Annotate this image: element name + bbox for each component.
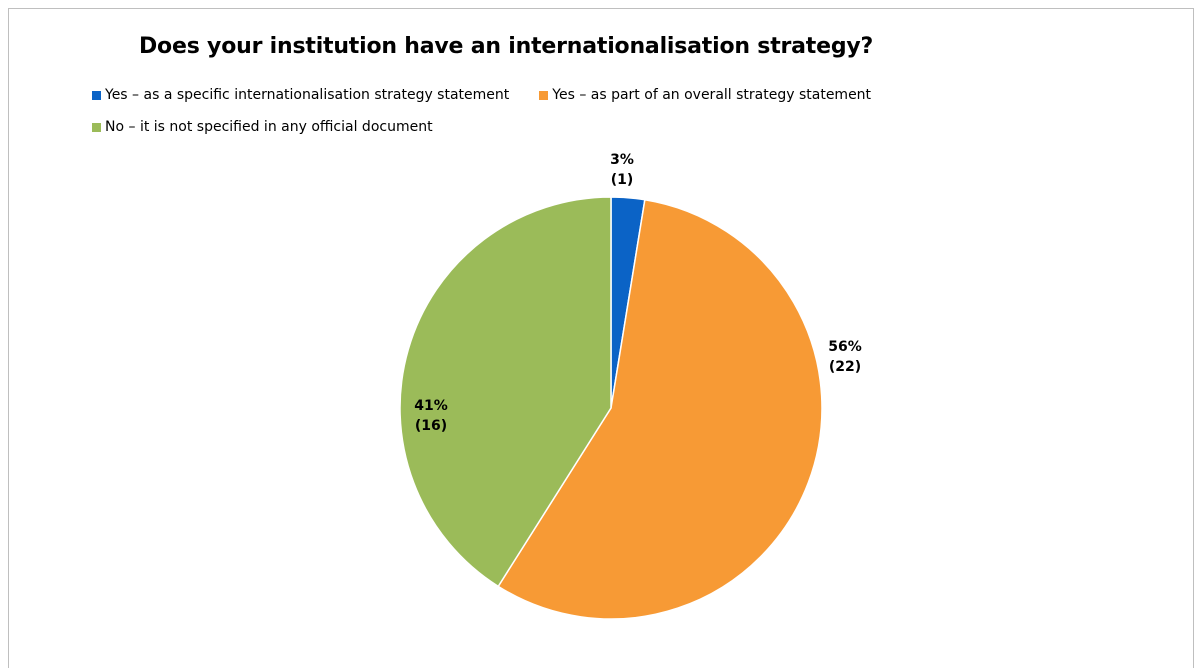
legend-row-1: Yes – as a specific internationalisation…	[92, 87, 901, 103]
data-label-none-percent: 41%	[414, 398, 448, 414]
data-label-specific-percent: 3%	[610, 152, 634, 168]
data-label-none-count: (16)	[414, 418, 448, 434]
legend-entry-overall: Yes – as part of an overall strategy sta…	[539, 87, 871, 103]
legend-label-none: No – it is not specified in any official…	[105, 119, 433, 135]
data-label-overall-count: (22)	[828, 359, 862, 375]
legend-row-2: No – it is not specified in any official…	[92, 119, 463, 135]
legend-label-specific: Yes – as a specific internationalisation…	[105, 87, 510, 103]
legend-swatch-specific	[92, 90, 101, 100]
data-label-none: 41% (16)	[409, 396, 453, 436]
data-label-overall: 56% (22)	[823, 337, 867, 377]
pie-slice-none	[399, 196, 612, 588]
legend-entry-specific: Yes – as a specific internationalisation…	[92, 87, 509, 103]
data-label-overall-percent: 56%	[828, 339, 862, 355]
data-label-specific: 3% (1)	[604, 150, 640, 190]
data-label-specific-count: (1)	[610, 172, 634, 188]
legend-swatch-none	[92, 122, 101, 132]
pie-slice-overall	[497, 198, 823, 620]
legend-entry-none: No – it is not specified in any official…	[92, 119, 433, 135]
legend-swatch-overall	[539, 90, 549, 100]
legend-label-overall: Yes – as part of an overall strategy sta…	[552, 87, 872, 103]
chart-title: Does your institution have an internatio…	[139, 34, 874, 59]
